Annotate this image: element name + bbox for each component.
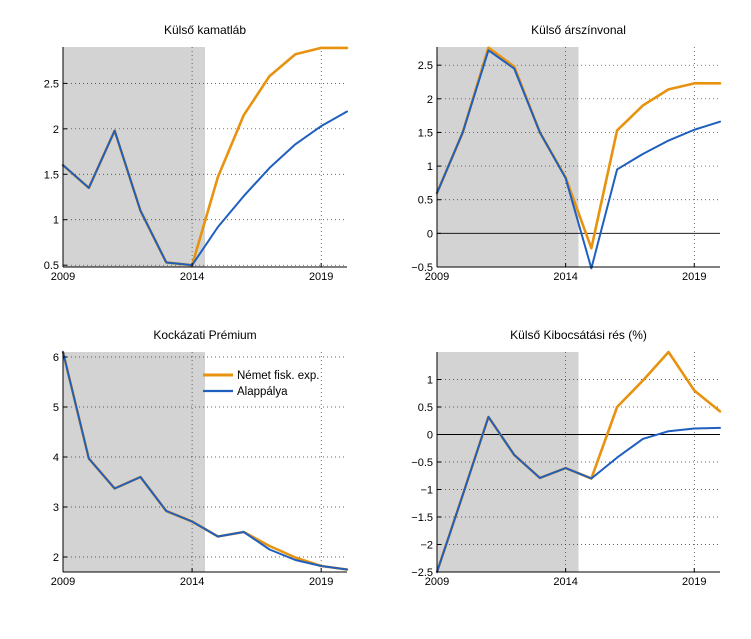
x-tick-label: 2014 <box>553 576 577 588</box>
y-tick-label: 0.5 <box>418 195 433 207</box>
chart-title: Külső kamatláb <box>164 23 246 37</box>
y-tick-label: 1.5 <box>44 169 59 181</box>
chart-title: Külső Kibocsátási rés (%) <box>510 328 647 342</box>
y-tick-label: −1.5 <box>411 512 433 524</box>
y-tick-label: 6 <box>53 352 59 364</box>
series-line-alap <box>62 110 348 267</box>
y-tick-label: −2.5 <box>411 567 433 579</box>
y-tick-label: 0 <box>427 430 433 442</box>
series-line-alap <box>436 49 721 270</box>
x-tick-label: 2014 <box>553 271 577 283</box>
y-tick-label: −1 <box>420 485 433 497</box>
legend-label-alap: Alappálya <box>237 386 288 398</box>
y-tick-label: 5 <box>53 402 59 414</box>
x-tick-label: 2009 <box>51 271 75 283</box>
chart-panel-4: −2.5 −2 −1.5 −1 −0.5 0 0.5 1 2009 2014 2019 Külső K… <box>411 328 722 588</box>
y-tick-label: 0 <box>427 228 433 240</box>
x-tick-label: 2009 <box>51 576 75 588</box>
series-line-alap <box>436 415 721 573</box>
chart-panel-1: 0.5 1 1.5 2 2.5 2009 2014 2019 Külső kamatláb <box>44 23 349 283</box>
y-tick-label: 2 <box>53 552 59 564</box>
y-tick-label: 2 <box>53 124 59 136</box>
y-tick-label: 4 <box>53 452 59 464</box>
x-tick-label: 2019 <box>682 271 706 283</box>
y-tick-label: 1 <box>427 375 433 387</box>
y-tick-label: 2.5 <box>44 78 59 90</box>
y-tick-label: 3 <box>53 502 59 514</box>
legend-label-nemet: Német fisk. exp. <box>237 370 319 382</box>
shaded-region <box>437 352 579 572</box>
y-tick-label: −0.5 <box>411 457 433 469</box>
x-tick-label: 2009 <box>425 271 449 283</box>
y-tick-label: 1 <box>427 161 433 173</box>
y-tick-label: −2 <box>420 540 433 552</box>
x-tick-label: 2019 <box>682 576 706 588</box>
y-tick-label: 2 <box>427 94 433 106</box>
y-tick-label: −0.5 <box>411 262 433 274</box>
chart-title: Kockázati Prémium <box>153 328 256 342</box>
legend: Német fisk. exp. Alappálya <box>203 370 319 398</box>
shaded-region <box>437 47 579 267</box>
x-tick-label: 2019 <box>309 271 333 283</box>
series-line-alap <box>62 351 348 571</box>
y-tick-label: 1 <box>53 215 59 227</box>
y-tick-label: 1.5 <box>418 127 433 139</box>
x-tick-label: 2014 <box>180 271 204 283</box>
chart-panel-3: 2 3 4 5 6 2009 2014 2019 Kockázati Prémium Német … <box>51 328 349 588</box>
y-tick-label: 0.5 <box>418 402 433 414</box>
chart-title: Külső árszínvonal <box>531 23 626 37</box>
y-tick-label: 2.5 <box>418 60 433 72</box>
x-tick-label: 2009 <box>425 576 449 588</box>
y-tick-label: 0.5 <box>44 260 59 272</box>
x-tick-label: 2014 <box>180 576 204 588</box>
chart-panel-2: −0.5 0 0.5 1 1.5 2 2.5 2009 2014 2019 Külső árszín… <box>411 23 722 283</box>
x-tick-label: 2019 <box>309 576 333 588</box>
shaded-region <box>63 47 205 267</box>
shaded-region <box>63 352 205 572</box>
